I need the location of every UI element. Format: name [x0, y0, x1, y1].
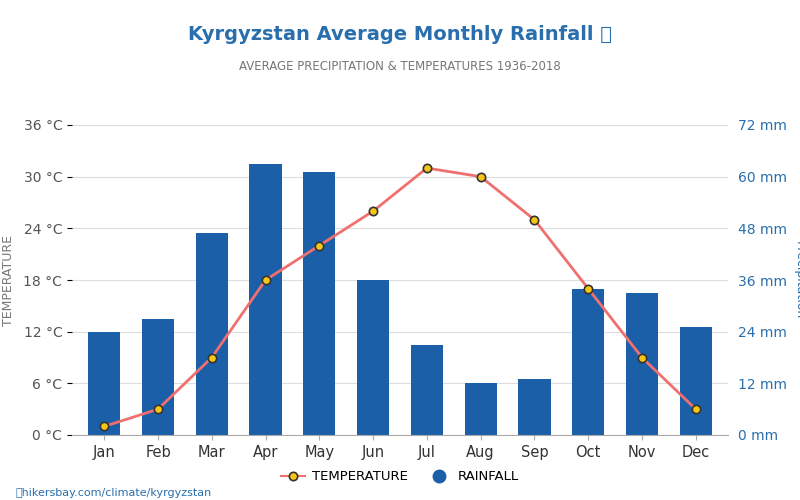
- Bar: [465, 384, 497, 435]
- Text: AVERAGE PRECIPITATION & TEMPERATURES 1936-2018: AVERAGE PRECIPITATION & TEMPERATURES 193…: [239, 60, 561, 73]
- Bar: [410, 344, 443, 435]
- Bar: [680, 328, 712, 435]
- Bar: [626, 293, 658, 435]
- Bar: [572, 288, 604, 435]
- Legend: TEMPERATURE, RAINFALL: TEMPERATURE, RAINFALL: [276, 465, 524, 488]
- Bar: [303, 172, 335, 435]
- Y-axis label: Precipitation: Precipitation: [793, 241, 800, 319]
- Text: Kyrgyzstan Average Monthly Rainfall 🌧: Kyrgyzstan Average Monthly Rainfall 🌧: [188, 25, 612, 44]
- Bar: [196, 232, 228, 435]
- Y-axis label: TEMPERATURE: TEMPERATURE: [2, 234, 15, 326]
- Bar: [357, 280, 390, 435]
- Bar: [142, 319, 174, 435]
- Bar: [88, 332, 120, 435]
- Bar: [250, 164, 282, 435]
- Bar: [518, 379, 550, 435]
- Text: 📍hikersbay.com/climate/kyrgyzstan: 📍hikersbay.com/climate/kyrgyzstan: [16, 488, 212, 498]
